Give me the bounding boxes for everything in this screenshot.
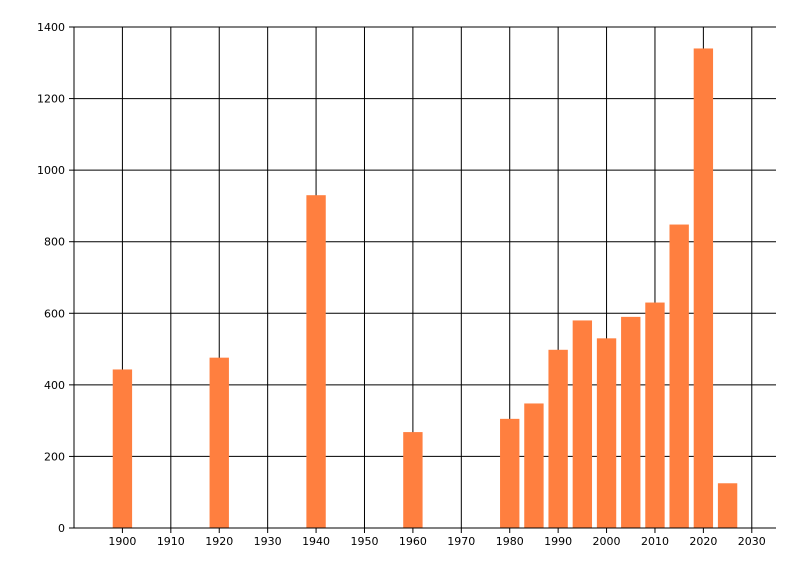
x-tick-label: 1920 bbox=[205, 535, 233, 548]
bar-2015 bbox=[669, 224, 689, 528]
bar-1985 bbox=[524, 403, 544, 528]
y-tick-label: 1200 bbox=[37, 93, 65, 106]
axes bbox=[69, 26, 776, 533]
x-tick-label: 1980 bbox=[496, 535, 524, 548]
y-tick-labels: 0 200 400 600 800 1000 1200 1400 bbox=[37, 21, 65, 535]
bars bbox=[112, 48, 738, 528]
bar-1920 bbox=[209, 357, 229, 528]
bar-1900 bbox=[112, 369, 133, 528]
bar-1990 bbox=[548, 349, 568, 528]
y-tick-label: 800 bbox=[44, 236, 65, 249]
x-tick-labels: 1900 1910 1920 1930 1940 1950 1960 1970 1980 1990… bbox=[108, 535, 765, 548]
bar-2020 bbox=[693, 48, 714, 528]
y-tick-label: 600 bbox=[44, 307, 65, 320]
bar-2000 bbox=[596, 338, 617, 528]
y-tick-label: 1400 bbox=[37, 21, 65, 34]
bar-2010 bbox=[645, 302, 665, 528]
x-tick-label: 1930 bbox=[254, 535, 282, 548]
y-tick-label: 400 bbox=[44, 379, 65, 392]
x-tick-label: 1940 bbox=[302, 535, 330, 548]
x-tick-label: 2030 bbox=[738, 535, 766, 548]
x-tick-label: 1900 bbox=[108, 535, 136, 548]
bar-2025 bbox=[717, 483, 738, 528]
x-tick-label: 1970 bbox=[447, 535, 475, 548]
y-tick-label: 200 bbox=[44, 450, 65, 463]
x-tick-label: 1910 bbox=[157, 535, 185, 548]
bar-1995 bbox=[572, 320, 593, 528]
y-tick-label: 0 bbox=[58, 522, 65, 535]
x-tick-label: 2020 bbox=[689, 535, 717, 548]
y-tick-label: 1000 bbox=[37, 164, 65, 177]
bar-1940 bbox=[306, 195, 326, 528]
x-tick-label: 1990 bbox=[544, 535, 572, 548]
bar-1960 bbox=[403, 432, 423, 528]
bar-2005 bbox=[621, 316, 641, 528]
x-tick-label: 2010 bbox=[641, 535, 669, 548]
x-tick-label: 1960 bbox=[399, 535, 427, 548]
bar-1980 bbox=[500, 418, 520, 528]
x-tick-label: 1950 bbox=[350, 535, 378, 548]
x-tick-label: 2000 bbox=[593, 535, 621, 548]
